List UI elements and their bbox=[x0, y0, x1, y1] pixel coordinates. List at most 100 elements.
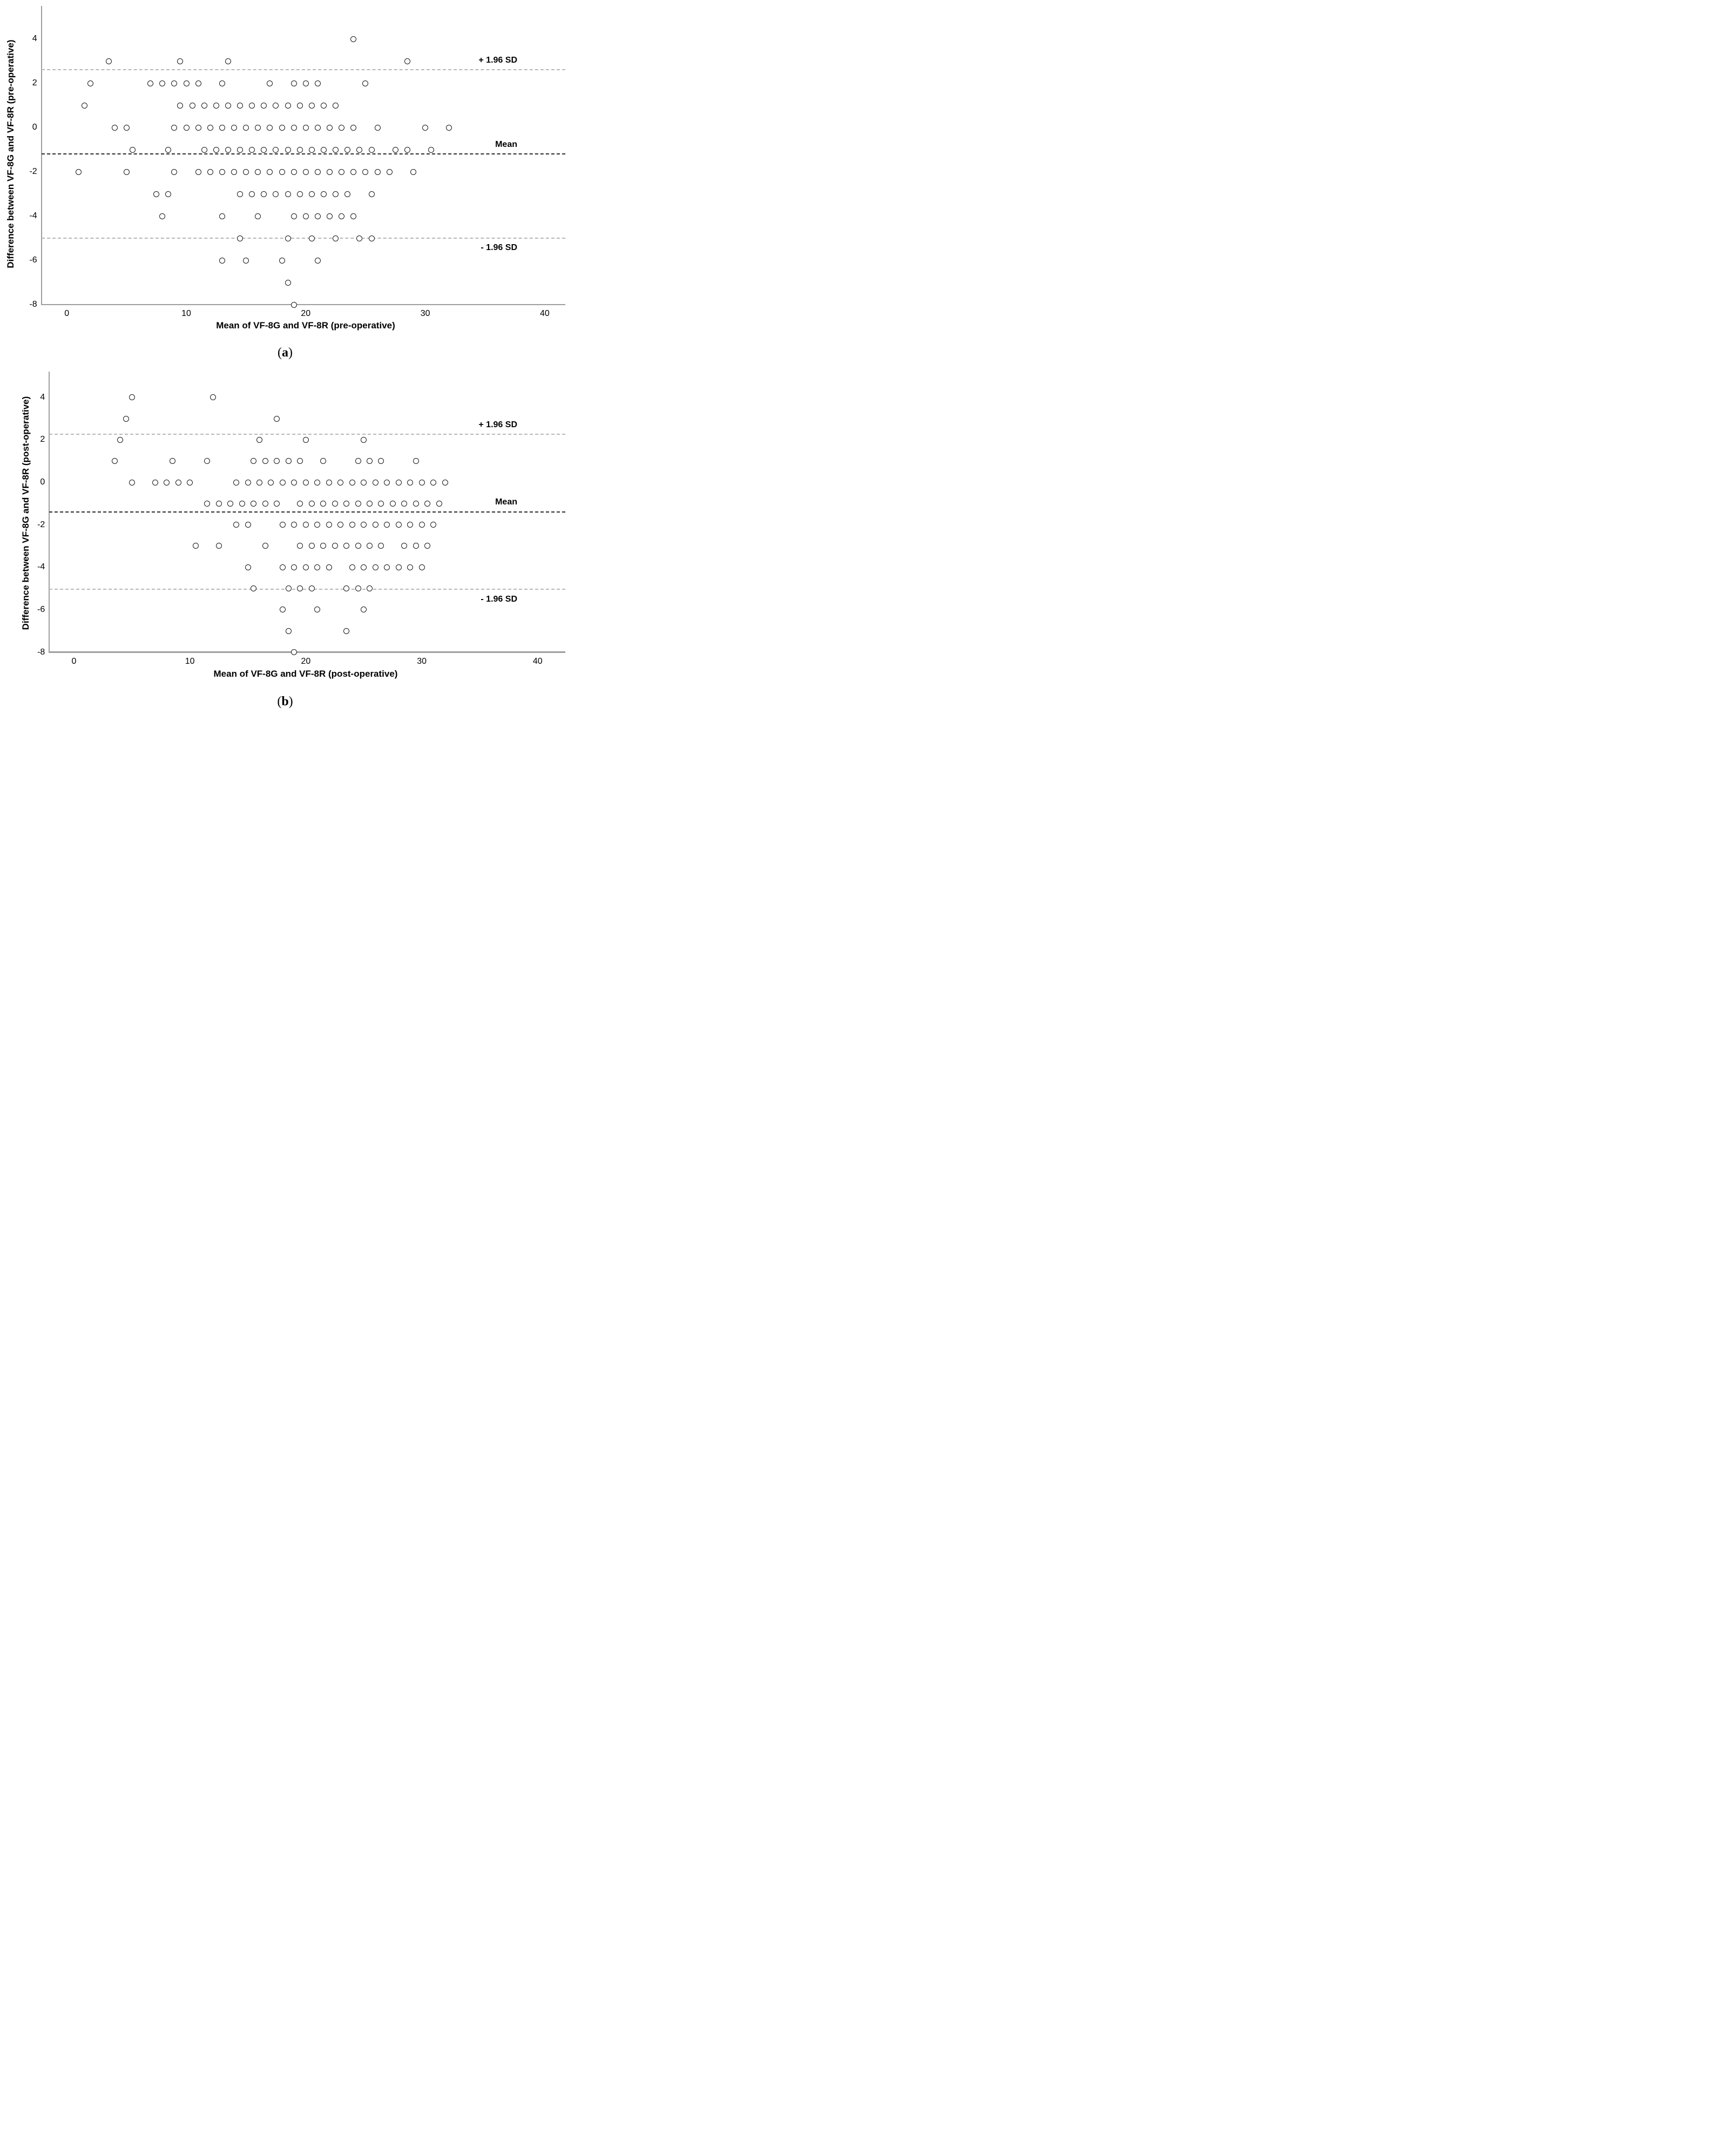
panel-b-data-point bbox=[384, 564, 390, 570]
panel-b-data-point bbox=[227, 500, 234, 507]
panel-a-data-point bbox=[446, 124, 452, 131]
panel-a-data-point bbox=[327, 213, 333, 219]
panel-b-lower-loa-label: - 1.96 SD bbox=[481, 594, 517, 604]
panel-a-data-point bbox=[279, 169, 285, 175]
panel-b-lower-loa-line bbox=[49, 589, 565, 590]
panel-a-data-point bbox=[237, 146, 244, 153]
panel-a-data-point bbox=[302, 80, 309, 86]
panel-b-data-point bbox=[215, 543, 222, 549]
panel-a-data-point bbox=[171, 80, 178, 86]
panel-b-data-point bbox=[256, 436, 263, 443]
panel-b-data-point bbox=[314, 479, 321, 486]
panel-a-data-point bbox=[153, 191, 160, 197]
panel-a-data-point bbox=[219, 124, 225, 131]
panel-a-data-point bbox=[314, 257, 321, 264]
panel-a-data-point bbox=[123, 169, 130, 175]
panel-a-data-point bbox=[368, 191, 375, 197]
panel-a-data-point bbox=[296, 146, 303, 153]
panel-a-data-point bbox=[255, 169, 261, 175]
panel-b-data-point bbox=[424, 543, 431, 549]
panel-b-data-point bbox=[175, 479, 181, 486]
panel-a-data-point bbox=[314, 124, 321, 131]
panel-a-data-point bbox=[219, 169, 225, 175]
panel-b-data-point bbox=[251, 500, 257, 507]
panel-a-data-point bbox=[171, 124, 178, 131]
panel-b-data-point bbox=[343, 628, 350, 634]
panel-b-x-tick-label: 20 bbox=[301, 657, 311, 666]
panel-b-data-point bbox=[424, 500, 431, 507]
panel-b-data-point bbox=[285, 585, 292, 592]
bland-altman-figure: Difference between VF-8G and VF-8R (pre-… bbox=[0, 0, 572, 719]
panel-b-data-point bbox=[210, 394, 217, 401]
panel-b-data-point bbox=[343, 543, 350, 549]
panel-a-data-point bbox=[261, 102, 267, 109]
panel-b-data-point bbox=[297, 500, 303, 507]
panel-a-data-point bbox=[279, 124, 285, 131]
panel-b-y-tick-label: 4 bbox=[40, 392, 45, 402]
panel-b-data-point bbox=[349, 564, 355, 570]
panel-a-data-point bbox=[296, 102, 303, 109]
panel-b-data-point bbox=[361, 479, 367, 486]
panel-a-data-point bbox=[350, 213, 357, 219]
panel-a-upper-loa-line bbox=[41, 69, 565, 71]
panel-a-data-point bbox=[249, 102, 255, 109]
panel-b-data-point bbox=[279, 522, 286, 528]
panel-a-data-point bbox=[362, 80, 369, 86]
panel-a-data-point bbox=[219, 80, 225, 86]
panel-a-data-point bbox=[261, 146, 267, 153]
panel-b-data-point bbox=[297, 543, 303, 549]
panel-b-data-point bbox=[320, 500, 327, 507]
panel-a-data-point bbox=[129, 146, 136, 153]
panel-a-data-point bbox=[105, 58, 112, 64]
panel-b-data-point bbox=[245, 479, 251, 486]
panel-b-data-point bbox=[361, 607, 367, 613]
panel-b-data-point bbox=[129, 479, 135, 486]
panel-a-data-point bbox=[333, 102, 339, 109]
panel-b-data-point bbox=[251, 458, 257, 464]
panel-b-data-point bbox=[308, 585, 315, 592]
panel-a-data-point bbox=[339, 124, 345, 131]
panel-a-data-point bbox=[290, 213, 297, 219]
panel-a-data-point bbox=[111, 124, 118, 131]
panel-b-data-point bbox=[366, 585, 373, 592]
panel-b-data-point bbox=[215, 500, 222, 507]
panel-a-data-point bbox=[339, 169, 345, 175]
panel-a-y-axis-title: Difference between VF-8G and VF-8R (pre-… bbox=[5, 39, 16, 268]
panel-a-data-point bbox=[285, 146, 291, 153]
panel-b-mean-line bbox=[49, 511, 565, 513]
panel-a-data-point bbox=[273, 191, 279, 197]
panel-b-data-point bbox=[285, 458, 292, 464]
panel-a-x-tick-label: 20 bbox=[301, 309, 311, 318]
panel-b-data-point bbox=[413, 500, 419, 507]
panel-a-data-point bbox=[285, 191, 291, 197]
panel-a-data-point bbox=[285, 235, 291, 241]
panel-a-x-tick-label: 0 bbox=[64, 309, 70, 318]
panel-a-data-point bbox=[350, 124, 357, 131]
panel-a-lower-loa-line bbox=[41, 238, 565, 239]
panel-a-data-point bbox=[333, 191, 339, 197]
panel-b-data-point bbox=[366, 458, 373, 464]
panel-b-data-point bbox=[395, 564, 402, 570]
panel-b-data-point bbox=[332, 543, 338, 549]
panel-a-data-point bbox=[374, 169, 381, 175]
panel-a-data-point bbox=[273, 102, 279, 109]
panel-a-y-tick-label: -2 bbox=[29, 167, 37, 177]
panel-a-data-point bbox=[177, 102, 184, 109]
panel-b-data-point bbox=[343, 500, 350, 507]
panel-a-y-axis-line bbox=[40, 5, 42, 305]
panel-a-data-point bbox=[207, 124, 213, 131]
panel-b-caption-letter: b bbox=[281, 695, 289, 709]
panel-a-data-point bbox=[261, 191, 267, 197]
panel-b-data-point bbox=[274, 458, 280, 464]
panel-a-data-point bbox=[183, 80, 190, 86]
panel-a-data-point bbox=[195, 80, 201, 86]
panel-b-data-point bbox=[442, 479, 448, 486]
panel-a-data-point bbox=[267, 169, 273, 175]
panel-a-data-point bbox=[243, 124, 249, 131]
panel-b-data-point bbox=[372, 564, 378, 570]
panel-b-y-tick-label: -2 bbox=[37, 520, 45, 529]
panel-a-data-point bbox=[147, 80, 154, 86]
panel-b-data-point bbox=[378, 500, 384, 507]
panel-a-data-point bbox=[362, 169, 369, 175]
panel-b-data-point bbox=[349, 522, 355, 528]
